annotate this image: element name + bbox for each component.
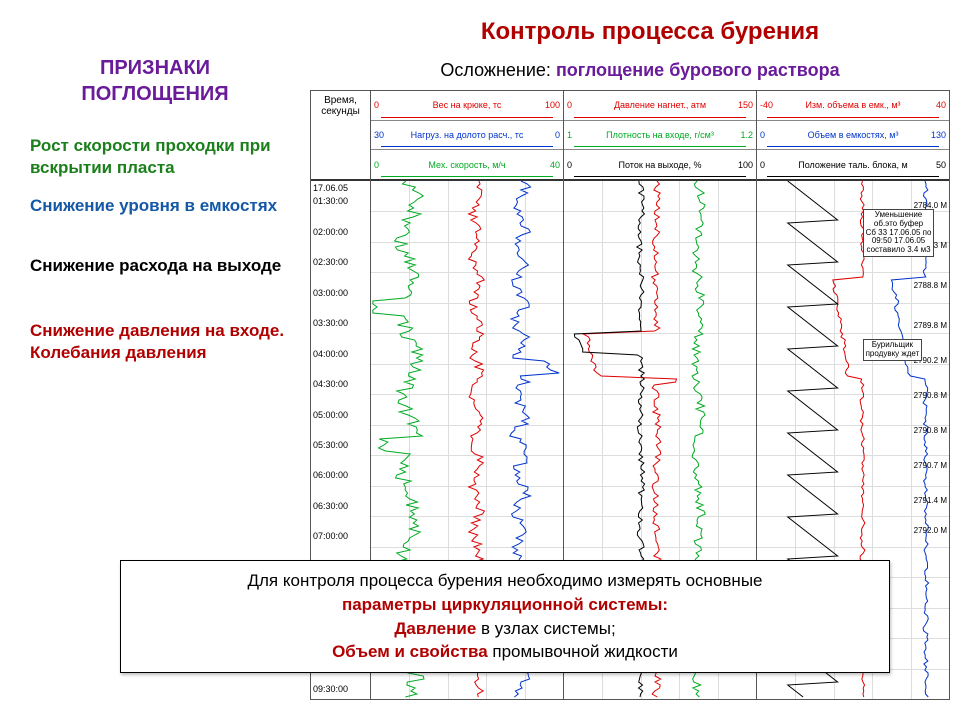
param-right: 100 bbox=[733, 160, 753, 170]
summary-line-4-em: Объем и свойства bbox=[332, 642, 488, 661]
param-row: 1Плотность на входе, г/см³1.2 bbox=[564, 121, 756, 151]
param-underline bbox=[767, 176, 940, 177]
track-1-header: 0Вес на крюке, тс10030Нагруз. на долото … bbox=[371, 91, 563, 181]
time-header: Время, секунды bbox=[311, 91, 370, 181]
param-right: 130 bbox=[926, 130, 946, 140]
summary-line-3: Давление в узлах системы; bbox=[141, 617, 869, 641]
param-underline bbox=[574, 117, 747, 118]
param-right: 50 bbox=[926, 160, 946, 170]
param-right: 40 bbox=[926, 100, 946, 110]
param-name: Изм. объема в емк., м³ bbox=[780, 100, 926, 110]
param-row: 0Мех. скорость, м/ч40 bbox=[371, 150, 563, 179]
param-name: Положение таль. блока, м bbox=[780, 160, 926, 170]
depth-label: 2788.8 М bbox=[914, 281, 947, 290]
annotation-box: Уменьшениеоб.это буферСб 33 17.06.05 по0… bbox=[863, 209, 935, 257]
param-left: -40 bbox=[760, 100, 780, 110]
param-left: 0 bbox=[760, 160, 780, 170]
time-tick: 01:30:00 bbox=[313, 196, 348, 206]
param-name: Нагруз. на долото расч., тс bbox=[394, 130, 540, 140]
param-underline bbox=[381, 176, 554, 177]
summary-line-2: параметры циркуляционной системы: bbox=[141, 593, 869, 617]
summary-line-1: Для контроля процесса бурения необходимо… bbox=[141, 569, 869, 593]
time-tick: 05:00:00 bbox=[313, 410, 348, 420]
param-row: -40Изм. объема в емк., м³40 bbox=[757, 91, 949, 121]
param-name: Плотность на входе, г/см³ bbox=[587, 130, 733, 140]
depth-label: 2791.4 М bbox=[914, 496, 947, 505]
time-date: 17.06.05 bbox=[313, 183, 348, 193]
time-header-l1: Время, bbox=[311, 95, 370, 106]
param-right: 0 bbox=[540, 130, 560, 140]
time-tick: 05:30:00 bbox=[313, 440, 348, 450]
depth-label: 2789.8 М bbox=[914, 321, 947, 330]
summary-line-4: Объем и свойства промывочной жидкости bbox=[141, 640, 869, 664]
param-underline bbox=[574, 176, 747, 177]
track-3-header: -40Изм. объема в емк., м³400Объем в емко… bbox=[757, 91, 949, 181]
summary-line-3-em: Давление bbox=[394, 619, 476, 638]
param-right: 150 bbox=[733, 100, 753, 110]
param-row: 0Вес на крюке, тс100 bbox=[371, 91, 563, 121]
sign-3: Снижение расхода на выходе bbox=[30, 255, 290, 277]
param-right: 40 bbox=[540, 160, 560, 170]
time-header-l2: секунды bbox=[311, 106, 370, 117]
param-underline bbox=[574, 146, 747, 147]
param-name: Вес на крюке, тс bbox=[394, 100, 540, 110]
param-underline bbox=[767, 117, 940, 118]
param-left: 30 bbox=[374, 130, 394, 140]
time-tick: 03:30:00 bbox=[313, 318, 348, 328]
param-underline bbox=[767, 146, 940, 147]
time-tick: 03:00:00 bbox=[313, 288, 348, 298]
param-name: Объем в емкостях, м³ bbox=[780, 130, 926, 140]
summary-line-2-em: параметры циркуляционной системы: bbox=[342, 595, 668, 614]
param-row: 0Поток на выходе, %100 bbox=[564, 150, 756, 179]
depth-label: 2790.8 М bbox=[914, 426, 947, 435]
param-left: 0 bbox=[760, 130, 780, 140]
subtitle: Осложнение: поглощение бурового раствора bbox=[330, 60, 950, 81]
main-title: Контроль процесса бурения bbox=[400, 18, 900, 46]
param-left: 0 bbox=[567, 160, 587, 170]
subtitle-accent: поглощение бурового раствора bbox=[556, 60, 840, 80]
sign-1: Рост скорости проходки при вскрытии плас… bbox=[30, 135, 290, 179]
param-underline bbox=[381, 117, 554, 118]
subtitle-prefix: Осложнение: bbox=[440, 60, 556, 80]
sign-2: Снижение уровня в емкостях bbox=[30, 195, 290, 217]
param-underline bbox=[381, 146, 554, 147]
param-left: 0 bbox=[374, 160, 394, 170]
param-right: 1.2 bbox=[733, 130, 753, 140]
depth-label: 2792.0 М bbox=[914, 526, 947, 535]
param-name: Мех. скорость, м/ч bbox=[394, 160, 540, 170]
param-left: 1 bbox=[567, 130, 587, 140]
time-tick: 02:30:00 bbox=[313, 257, 348, 267]
param-row: 0Давление нагнет., атм150 bbox=[564, 91, 756, 121]
time-tick: 09:30:00 bbox=[313, 684, 348, 694]
depth-label: 2790.8 М bbox=[914, 391, 947, 400]
summary-line-4-rest: промывочной жидкости bbox=[488, 642, 678, 661]
time-tick: 04:30:00 bbox=[313, 379, 348, 389]
trace-line bbox=[891, 181, 928, 697]
param-name: Поток на выходе, % bbox=[587, 160, 733, 170]
annotation-box: Бурильщикпродувку ждет bbox=[863, 339, 923, 361]
time-tick: 02:00:00 bbox=[313, 227, 348, 237]
param-right: 100 bbox=[540, 100, 560, 110]
side-title: ПРИЗНАКИ ПОГЛОЩЕНИЯ bbox=[30, 55, 280, 107]
param-left: 0 bbox=[374, 100, 394, 110]
time-tick: 04:00:00 bbox=[313, 349, 348, 359]
track-2-header: 0Давление нагнет., атм1501Плотность на в… bbox=[564, 91, 756, 181]
time-tick: 07:00:00 bbox=[313, 531, 348, 541]
summary-box: Для контроля процесса бурения необходимо… bbox=[120, 560, 890, 673]
param-left: 0 bbox=[567, 100, 587, 110]
sign-4: Снижение давления на входе. Колебания да… bbox=[30, 320, 290, 364]
param-row: 0Положение таль. блока, м50 bbox=[757, 150, 949, 179]
param-name: Давление нагнет., атм bbox=[587, 100, 733, 110]
param-row: 0Объем в емкостях, м³130 bbox=[757, 121, 949, 151]
summary-line-3-rest: в узлах системы; bbox=[476, 619, 615, 638]
time-tick: 06:30:00 bbox=[313, 501, 348, 511]
param-row: 30Нагруз. на долото расч., тс0 bbox=[371, 121, 563, 151]
depth-label: 2790.7 М bbox=[914, 461, 947, 470]
time-tick: 06:00:00 bbox=[313, 470, 348, 480]
